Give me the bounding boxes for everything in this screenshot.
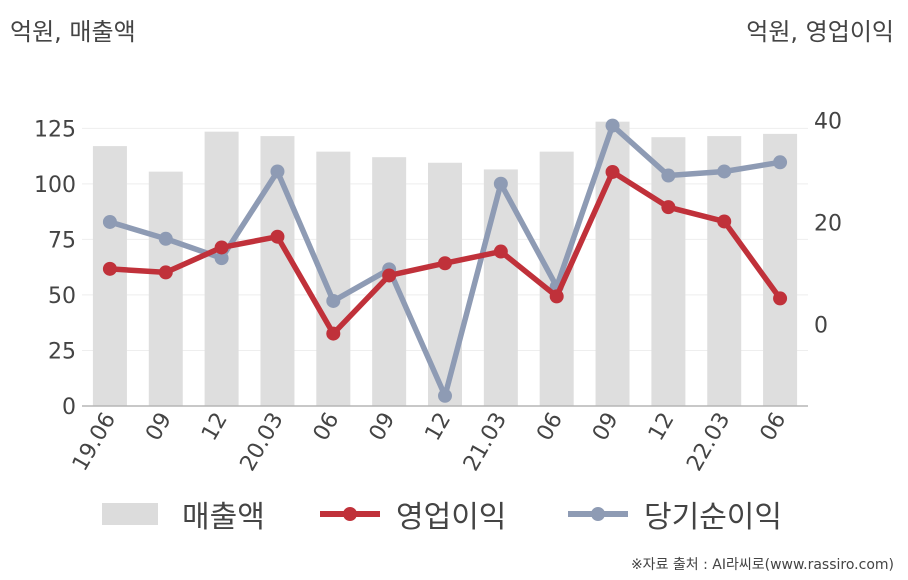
net-income-point <box>438 388 452 403</box>
x-tick-label: 09 <box>141 409 177 446</box>
sales-bar <box>148 171 183 406</box>
legend-label-net-income: 당기순이익 <box>644 500 782 535</box>
operating-profit-point <box>214 240 229 255</box>
legend-bar-swatch <box>102 503 158 525</box>
right-tick-label: 40 <box>814 109 842 134</box>
operating-profit-point <box>549 289 564 304</box>
sales-bar <box>260 136 295 406</box>
sales-bar <box>707 136 742 406</box>
operating-profit-point <box>382 268 397 283</box>
left-tick-label: 50 <box>48 284 76 309</box>
net-income-point <box>493 176 508 191</box>
sales-bar <box>763 133 798 406</box>
operating-profit-point <box>773 291 788 306</box>
right-tick-label: 0 <box>814 313 828 338</box>
net-income-point <box>158 231 173 246</box>
sales-bar <box>204 131 239 406</box>
operating-profit-point <box>326 326 341 341</box>
operating-profit-point <box>270 229 285 244</box>
x-tick-label: 06 <box>532 409 568 446</box>
net-income-point <box>214 251 229 266</box>
x-tick-label: 22.03 <box>682 409 735 476</box>
operating-profit-point <box>717 214 732 229</box>
left-tick-label: 125 <box>34 117 76 142</box>
net-income-point <box>661 168 676 183</box>
x-tick-label: 09 <box>588 409 624 446</box>
x-tick-label: 09 <box>365 409 401 446</box>
x-tick-label: 12 <box>197 409 233 446</box>
net-income-point <box>773 155 788 170</box>
left-tick-label: 0 <box>62 395 76 420</box>
left-tick-label: 100 <box>34 173 76 198</box>
x-tick-label: 21.03 <box>459 409 512 476</box>
x-tick-label: 12 <box>644 409 680 446</box>
legend-label-sales: 매출액 <box>182 500 265 535</box>
operating-profit-point <box>158 265 173 280</box>
right-tick-label: 20 <box>814 211 842 236</box>
net-income-point <box>605 118 620 133</box>
net-income-point <box>717 164 732 179</box>
legend-item-sales: 매출액 <box>102 492 265 536</box>
right-axis-unit-label: 억원, 영업이익 <box>746 18 894 46</box>
legend-line-swatch-operating <box>320 507 380 521</box>
net-income-point <box>102 214 117 229</box>
series-lines <box>102 118 788 403</box>
legend-line-swatch-net <box>568 507 628 521</box>
sales-bar <box>92 146 127 407</box>
left-tick-label: 75 <box>48 228 76 253</box>
x-tick-label: 06 <box>756 409 792 446</box>
operating-profit-point <box>493 244 508 259</box>
x-tick-label: 20.03 <box>236 409 289 476</box>
source-credit: ※자료 출처 : AI라씨로(www.rassiro.com) <box>630 557 894 573</box>
operating-profit-point <box>605 164 620 179</box>
net-income-point <box>270 164 285 179</box>
x-tick-label: 12 <box>421 409 457 446</box>
x-tick-label: 06 <box>309 409 345 446</box>
left-axis-unit-label: 억원, 매출액 <box>10 18 136 46</box>
sales-bars <box>92 121 798 407</box>
operating-profit-point <box>102 261 117 276</box>
legend-item-net-income: 당기순이익 <box>566 492 782 536</box>
operating-profit-point <box>661 200 676 215</box>
legend-item-operating-profit: 영업이익 <box>318 492 506 536</box>
net-income-point <box>326 293 341 308</box>
operating-profit-point <box>438 256 452 271</box>
legend-label-operating-profit: 영업이익 <box>396 500 507 535</box>
left-tick-label: 25 <box>48 339 76 364</box>
